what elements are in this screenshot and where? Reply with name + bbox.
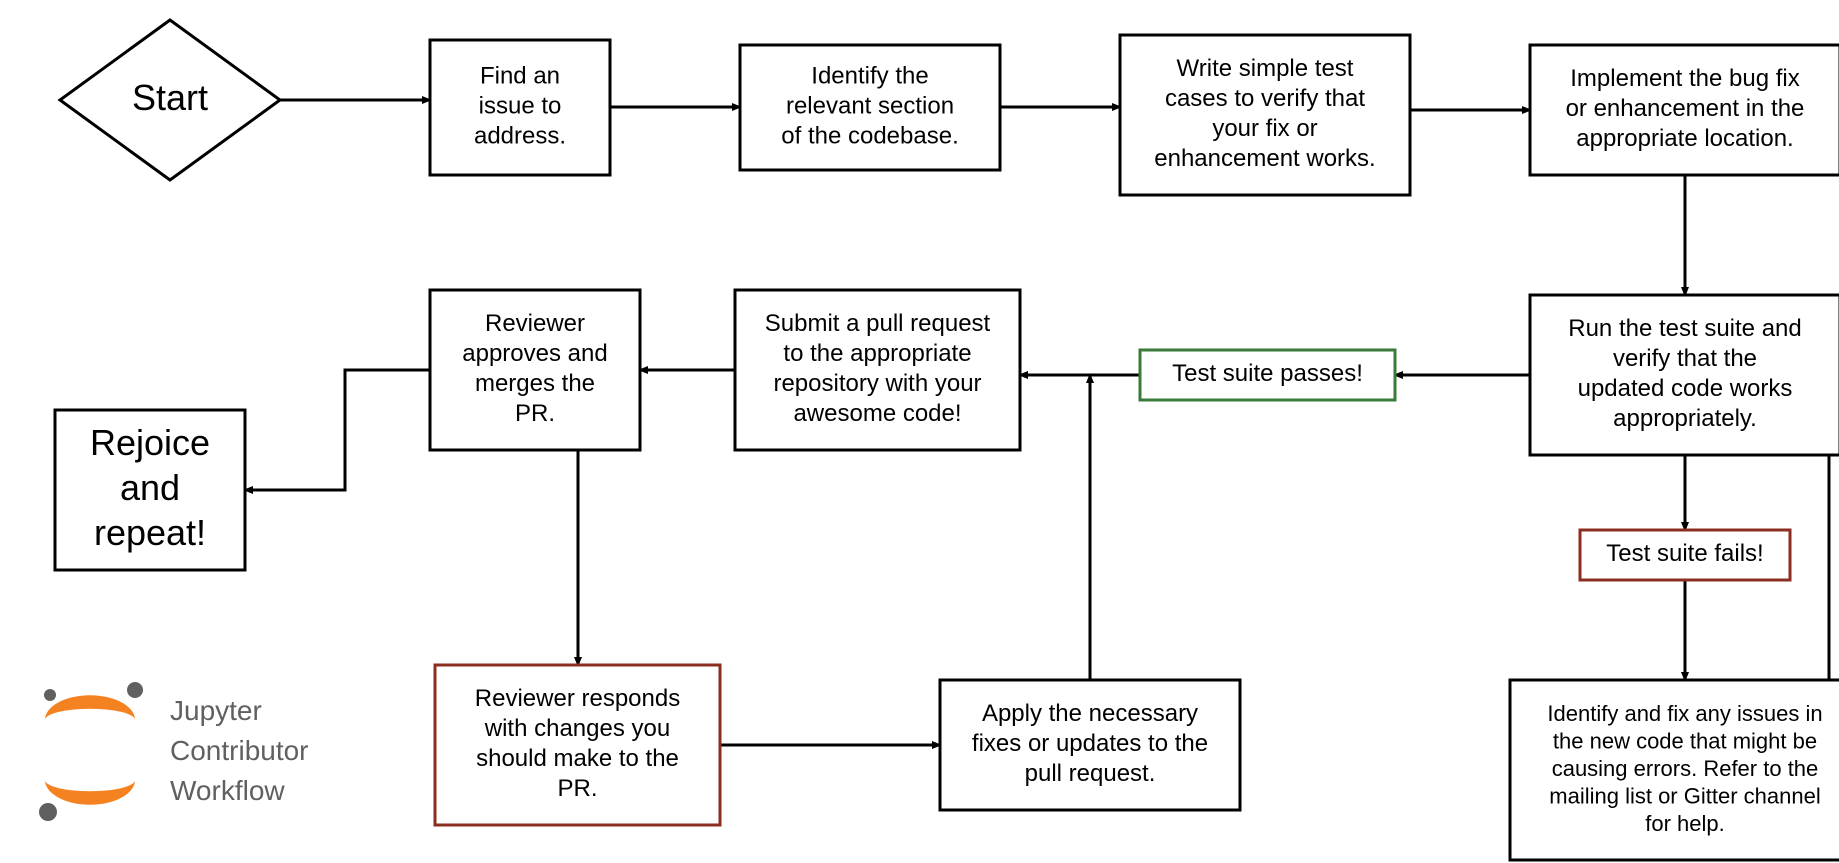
node-find_issue: Find anissue toaddress. [430, 40, 610, 175]
node-fix_issues: Identify and fix any issues inthe new co… [1510, 680, 1839, 860]
node-start-label: Start [132, 77, 208, 118]
node-tests_fail-label: Test suite fails! [1606, 540, 1763, 567]
node-run_suite: Run the test suite andverify that theupd… [1530, 295, 1839, 455]
node-tests_pass-label: Test suite passes! [1172, 360, 1363, 387]
logo-text: JupyterContributorWorkflow [170, 695, 309, 806]
flowchart-canvas: Start Find anissue toaddress. Identify the… [0, 0, 1839, 863]
node-rejoice: Rejoiceandrepeat! [55, 410, 245, 570]
node-reviewer_approves: Reviewerapproves andmerges thePR. [430, 290, 640, 450]
node-implement-label: Implement the bug fixor enhancement in t… [1566, 65, 1805, 152]
node-apply_fixes: Apply the necessaryfixes or updates to t… [940, 680, 1240, 810]
node-tests_pass: Test suite passes! [1140, 350, 1395, 400]
node-submit_pr: Submit a pull requestto the appropriater… [735, 290, 1020, 450]
jupyter-logo: JupyterContributorWorkflow [39, 682, 309, 821]
node-write_tests: Write simple testcases to verify thatyou… [1120, 35, 1410, 195]
node-reviewer_changes: Reviewer respondswith changes youshould … [435, 665, 720, 825]
node-identify: Identify therelevant sectionof the codeb… [740, 45, 1000, 170]
node-find_issue-label: Find anissue toaddress. [474, 63, 566, 150]
edge-reviewer_approves-to-rejoice [245, 370, 430, 490]
node-tests_fail: Test suite fails! [1580, 530, 1790, 580]
node-start: Start [60, 20, 280, 180]
node-implement: Implement the bug fixor enhancement in t… [1530, 45, 1839, 175]
